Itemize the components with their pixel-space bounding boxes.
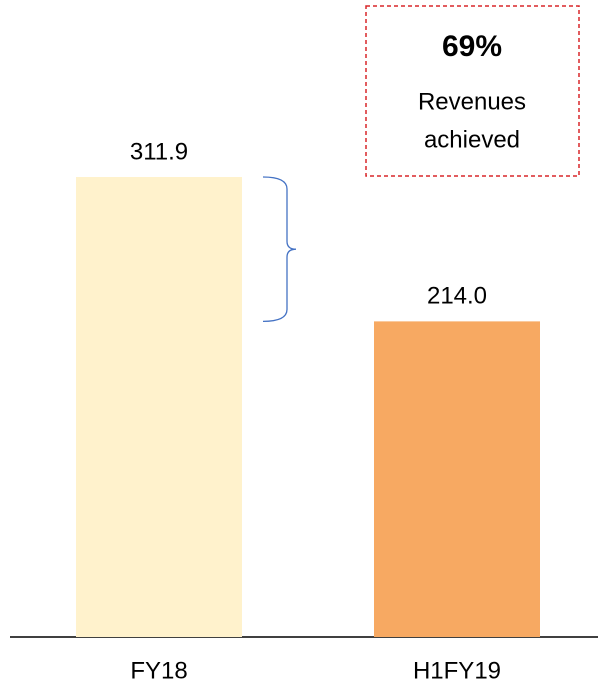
brace [262, 176, 297, 323]
annotation-headline: 69% [442, 30, 502, 63]
data-label: 214.0 [427, 283, 487, 310]
data-label: 311.9 [130, 138, 188, 165]
bar [374, 321, 540, 637]
annotation-box [365, 5, 580, 177]
x-tick-label: FY18 [130, 657, 187, 684]
bar [76, 177, 242, 637]
annotation-text: achieved [424, 126, 520, 153]
x-tick-label: H1FY19 [413, 657, 501, 684]
annotation-text: Revenues [418, 88, 526, 115]
